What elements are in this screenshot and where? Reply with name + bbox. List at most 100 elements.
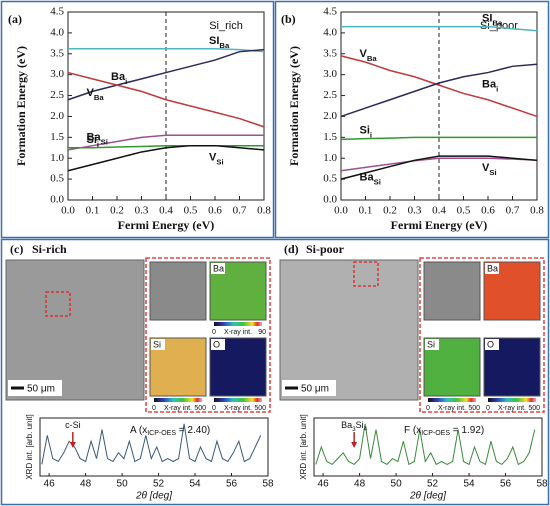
y-tick-label: 0.0 bbox=[50, 194, 64, 206]
x-tick-label: 50 bbox=[391, 479, 403, 490]
colorbar-max: 500 bbox=[468, 405, 480, 412]
y-tick-label: 0.5 bbox=[50, 173, 64, 185]
x-tick-label: 0.4 bbox=[432, 205, 446, 217]
series-label: Bai bbox=[111, 71, 127, 86]
series-label: Bai bbox=[482, 78, 498, 93]
map-image bbox=[149, 261, 207, 321]
panel-label: (d) bbox=[284, 242, 299, 256]
colorbar-min: 0 bbox=[152, 405, 156, 412]
micrograph bbox=[279, 259, 419, 401]
series-label: VSi bbox=[209, 152, 224, 167]
series-label: Sii bbox=[87, 134, 100, 149]
series-line bbox=[340, 157, 538, 172]
y-tick-label: 3.0 bbox=[323, 68, 337, 80]
series-line bbox=[67, 48, 265, 101]
x-tick-label: 48 bbox=[354, 479, 366, 490]
panel-border bbox=[0, 0, 275, 239]
colorbar-min: 0 bbox=[486, 405, 490, 412]
y-tick-label: 1.5 bbox=[50, 131, 64, 143]
series-line bbox=[67, 71, 265, 128]
text-part: = 2.40) bbox=[176, 425, 210, 436]
x-tick-label: 46 bbox=[318, 479, 330, 490]
x-tick-label: 58 bbox=[262, 479, 274, 490]
x-tick-label: 50 bbox=[117, 479, 129, 490]
x-tick-label: 0.1 bbox=[86, 205, 100, 217]
series-line bbox=[67, 134, 264, 151]
series-line bbox=[340, 155, 538, 180]
y-tick-label: 0.5 bbox=[323, 173, 337, 185]
map-label-bg bbox=[151, 339, 165, 350]
x-tick-label: 54 bbox=[189, 479, 201, 490]
colorbar-label: X-ray int. bbox=[498, 405, 526, 412]
y-axis-label: Formation Energy (eV) bbox=[14, 46, 28, 166]
colorbar-max: 90 bbox=[258, 329, 266, 336]
marker-arrowhead bbox=[351, 442, 358, 448]
map-label: O bbox=[487, 339, 494, 349]
subscript: ICP-OES bbox=[421, 430, 450, 437]
micrograph bbox=[5, 259, 145, 401]
x-tick-label: 46 bbox=[44, 479, 56, 490]
inset-box bbox=[419, 257, 545, 413]
x-tick-label: 0.1 bbox=[359, 205, 373, 217]
map-image bbox=[423, 261, 481, 321]
x-tick-label: 0.0 bbox=[61, 205, 75, 217]
panel-border bbox=[0, 238, 550, 506]
colorbar-max: 500 bbox=[194, 405, 206, 412]
text-part: V bbox=[87, 87, 95, 99]
plot-frame bbox=[39, 417, 269, 477]
text-part: V bbox=[482, 162, 490, 174]
series-label: VBa bbox=[87, 87, 105, 102]
series-line bbox=[340, 136, 537, 141]
colorbar bbox=[214, 322, 262, 326]
text-part: Si bbox=[87, 134, 97, 146]
subscript: i bbox=[370, 130, 372, 139]
x-axis-label: Fermi Energy (eV) bbox=[118, 218, 215, 232]
text-part: Si bbox=[356, 420, 364, 430]
xrd-line bbox=[315, 423, 536, 466]
y-tick-label: 1.5 bbox=[323, 131, 337, 143]
x-tick-label: 0.4 bbox=[159, 205, 173, 217]
subscript: Si bbox=[374, 177, 381, 186]
map-label: Si bbox=[153, 339, 161, 349]
y-tick-label: 3.5 bbox=[323, 47, 337, 59]
colorbar-min: 0 bbox=[212, 405, 216, 412]
subscript: 4 bbox=[364, 426, 368, 433]
x-tick-label: 0.6 bbox=[481, 205, 495, 217]
map-label: Si bbox=[427, 339, 435, 349]
text-part: Ba bbox=[87, 132, 102, 144]
map-label-bg bbox=[425, 339, 439, 350]
colorbar bbox=[428, 398, 476, 402]
text-part: F (x bbox=[404, 425, 421, 436]
colorbar-min: 0 bbox=[426, 405, 430, 412]
text-part: Ba bbox=[341, 420, 352, 430]
x-tick-label: 0.0 bbox=[334, 205, 348, 217]
panel-label: (a) bbox=[8, 12, 22, 26]
text-part: Si bbox=[360, 124, 370, 136]
text-part: V bbox=[209, 152, 217, 164]
map-label-bg bbox=[211, 263, 225, 274]
x-tick-label: 52 bbox=[153, 479, 165, 490]
panel-title: Si-rich bbox=[32, 242, 67, 256]
series-label: Sii bbox=[360, 124, 373, 139]
marker-arrowhead bbox=[69, 442, 76, 448]
text-part: Ba bbox=[111, 71, 126, 83]
x-axis-label: Fermi Energy (eV) bbox=[391, 218, 488, 232]
map-label-bg bbox=[211, 339, 225, 350]
subscript: i bbox=[125, 77, 127, 86]
x-tick-label: 0.7 bbox=[506, 205, 520, 217]
y-axis-label: XRD int. [arb. unit] bbox=[299, 414, 308, 479]
y-axis-label: XRD int. [arb. unit] bbox=[25, 414, 34, 479]
subscript: Si bbox=[101, 137, 108, 146]
subscript: Ba bbox=[94, 92, 105, 101]
text-part: c-Si bbox=[65, 420, 81, 430]
series-label: SIBa bbox=[482, 13, 503, 28]
text-part: Ba bbox=[360, 171, 375, 183]
colorbar bbox=[154, 398, 202, 402]
y-tick-label: 1.0 bbox=[323, 152, 337, 164]
y-tick-label: 0.0 bbox=[323, 194, 337, 206]
panel-label: (b) bbox=[281, 12, 296, 26]
series-line bbox=[68, 144, 264, 149]
colorbar-label: X-ray int. bbox=[438, 405, 466, 412]
text-part: Ba bbox=[482, 78, 497, 90]
